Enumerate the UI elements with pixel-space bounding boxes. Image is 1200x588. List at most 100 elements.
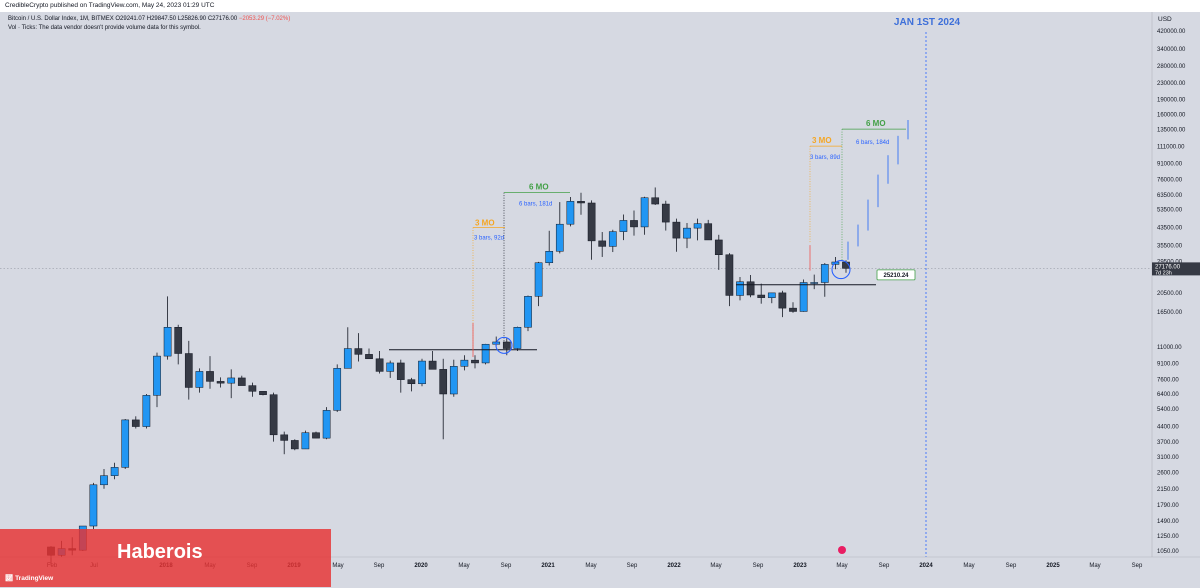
candle bbox=[693, 218, 702, 241]
candle-body bbox=[100, 475, 108, 486]
y-tick-label: 53500.00 bbox=[1157, 208, 1183, 214]
candle bbox=[757, 283, 766, 304]
candle bbox=[248, 382, 257, 397]
event-icon bbox=[838, 546, 846, 554]
candles bbox=[47, 187, 850, 565]
candle-body bbox=[121, 419, 130, 468]
candle-body bbox=[598, 240, 607, 247]
label-3mo-cycle1: 3 MO bbox=[475, 219, 495, 228]
candle bbox=[121, 418, 130, 469]
level-label: 25210.24 bbox=[883, 273, 909, 279]
chart-area[interactable]: Bitcoin / U.S. Dollar Index, 1M, BITMEX … bbox=[0, 12, 1200, 588]
legend-high: H29847.50 bbox=[146, 16, 177, 22]
candle-body bbox=[608, 231, 617, 247]
y-tick-label: 135000.00 bbox=[1157, 127, 1186, 133]
watermark-text: Haberois bbox=[117, 541, 203, 563]
candle-body bbox=[290, 440, 299, 450]
tradingview-logo-text: TradingView bbox=[15, 575, 54, 582]
candle bbox=[778, 290, 787, 318]
x-tick-label: 2023 bbox=[793, 563, 807, 569]
candle bbox=[89, 482, 98, 530]
candle-body bbox=[206, 371, 214, 382]
watermark-banner: Haberois 📈︎ TradingView bbox=[0, 529, 331, 587]
x-tick-label: 2022 bbox=[667, 563, 681, 569]
candle-body bbox=[778, 292, 787, 309]
candle bbox=[216, 377, 225, 388]
candle-body bbox=[725, 254, 734, 296]
candle bbox=[396, 359, 405, 393]
x-tick-label: Sep bbox=[1132, 563, 1143, 569]
y-tick-label: 35500.00 bbox=[1157, 243, 1183, 249]
y-tick-label: 2150.00 bbox=[1157, 487, 1179, 493]
x-tick-label: Sep bbox=[501, 563, 512, 569]
candle-body bbox=[333, 368, 342, 411]
x-tick-label: 2024 bbox=[919, 563, 933, 569]
candle-body bbox=[640, 197, 649, 228]
x-tick-label: Sep bbox=[1006, 563, 1017, 569]
candle bbox=[534, 261, 543, 307]
label-6mo-cycle2: 6 MO bbox=[866, 119, 886, 128]
candle bbox=[237, 375, 246, 386]
x-tick-label: Sep bbox=[374, 563, 385, 569]
current-price-value: 27176.00 bbox=[1155, 264, 1181, 270]
candle bbox=[640, 196, 649, 235]
x-tick-label: Sep bbox=[627, 563, 638, 569]
candle bbox=[100, 468, 108, 489]
y-tick-label: 9100.00 bbox=[1157, 362, 1179, 368]
candle-body bbox=[407, 379, 416, 385]
bars-6mo-cycle2: 6 bars, 184d bbox=[856, 140, 889, 146]
candle-body bbox=[502, 341, 511, 349]
candle-body bbox=[301, 432, 310, 450]
y-tick-label: 3100.00 bbox=[1157, 455, 1179, 461]
candle-body bbox=[789, 307, 797, 312]
candle-body bbox=[375, 358, 384, 372]
candle-body bbox=[577, 201, 585, 204]
candle-body bbox=[110, 467, 119, 476]
candle bbox=[449, 359, 458, 397]
candle bbox=[174, 324, 183, 365]
candle-body bbox=[259, 391, 267, 395]
bars-3mo-cycle2: 3 bars, 89d bbox=[810, 155, 840, 161]
candlestick-chart[interactable]: JAN 1ST 2024 3 MO 3 bars, 92d 6 MO 6 bars, 1… bbox=[0, 12, 1200, 588]
y-tick-label: 1790.00 bbox=[1157, 503, 1179, 509]
legend-ohlc: Bitcoin / U.S. Dollar Index, 1M, BITMEX … bbox=[8, 16, 290, 22]
legend-change: −2053.29 (−7.02%) bbox=[238, 16, 291, 22]
candle bbox=[471, 355, 479, 369]
y-tick-label: 63500.00 bbox=[1157, 193, 1183, 199]
candle bbox=[184, 340, 193, 400]
candle-body bbox=[269, 394, 278, 436]
candle bbox=[259, 391, 267, 396]
candle bbox=[555, 202, 564, 254]
candle bbox=[820, 263, 829, 297]
current-price-tag bbox=[1152, 262, 1200, 276]
candle-body bbox=[280, 434, 289, 441]
candle bbox=[343, 327, 352, 369]
candle bbox=[587, 200, 596, 260]
candle-body bbox=[312, 432, 320, 439]
y-tick-label: 160000.00 bbox=[1157, 113, 1186, 119]
candle-body bbox=[630, 220, 638, 228]
y-axis[interactable]: USD 420000.00 340000.00 280000.00 230000.00 1… bbox=[1151, 12, 1200, 588]
candle bbox=[460, 355, 469, 371]
y-axis-panel bbox=[1152, 12, 1200, 588]
candle bbox=[333, 364, 342, 413]
x-tick-label: 2020 bbox=[414, 563, 428, 569]
candle bbox=[407, 377, 416, 392]
candle bbox=[439, 358, 448, 440]
candle-body bbox=[131, 419, 140, 427]
annotations-front: JAN 1ST 2024 3 MO 3 bars, 92d 6 MO 6 bars, 1… bbox=[389, 17, 961, 554]
current-price-countdown: 7d 23h bbox=[1155, 270, 1172, 276]
candle bbox=[577, 192, 585, 215]
candle bbox=[290, 439, 299, 451]
bars-6mo-cycle1: 6 bars, 181d bbox=[519, 202, 552, 208]
jan-2024-title: JAN 1ST 2024 bbox=[894, 17, 961, 28]
candle bbox=[789, 302, 797, 313]
candle bbox=[661, 200, 670, 231]
y-tick-label: 111000.00 bbox=[1157, 144, 1185, 150]
label-6mo-cycle1: 6 MO bbox=[529, 183, 549, 192]
candle bbox=[227, 369, 236, 399]
candle-body bbox=[587, 202, 596, 242]
candle bbox=[566, 197, 575, 227]
candle bbox=[545, 230, 554, 266]
candle-body bbox=[471, 359, 479, 364]
